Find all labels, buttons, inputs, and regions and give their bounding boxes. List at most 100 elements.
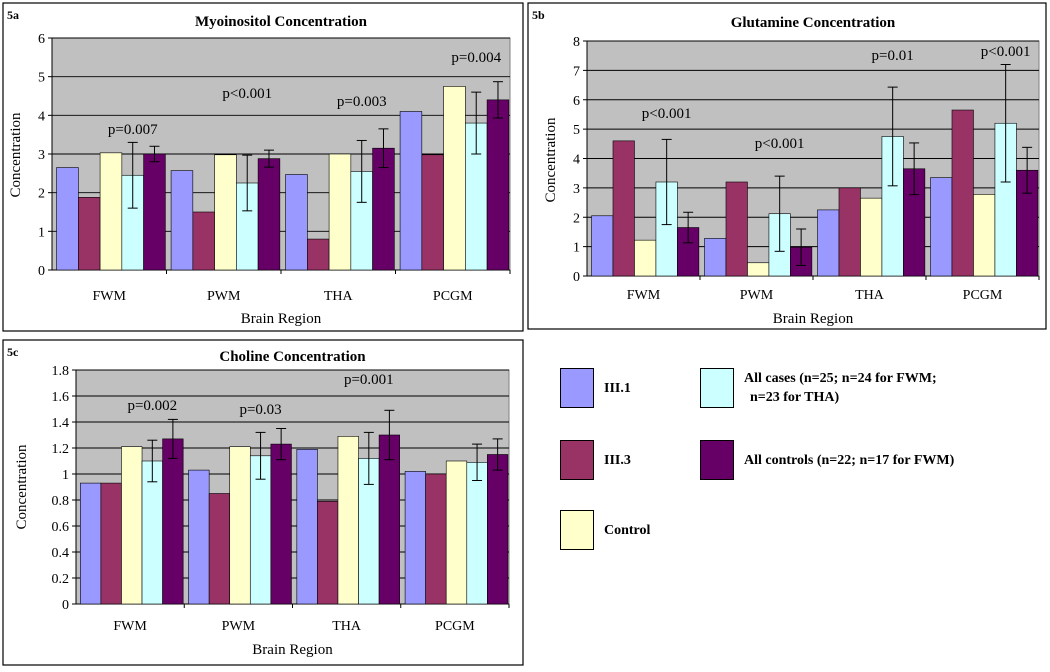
y-tick-label: 5 [38,71,45,86]
y-tick-label: 1 [62,468,69,483]
legend-label-all-cases: All cases (n=25; n=24 for FWM; n=23 for … [744,371,937,405]
chart-title: Myoinositol Concentration [195,14,368,30]
x-tick-label: FWM [113,619,147,634]
x-axis-label: Brain Region [252,642,333,658]
y-tick-label: 0 [38,264,45,279]
legend: III.1 All cases (n=25; n=24 for FWM; n=2… [560,360,1030,580]
legend-item-iii1: III.1 [560,368,631,408]
y-tick-label: 1 [573,241,580,256]
bar-iii-3 [208,493,231,605]
p-value-label: p<0.001 [642,106,692,122]
bar-iii-1 [591,215,614,277]
p-value-label: p=0.007 [108,122,158,138]
bar-control [445,460,468,605]
y-tick-label: 0.8 [52,494,70,509]
bar-iii-1 [704,238,727,277]
y-tick-label: 0.4 [52,546,70,561]
y-tick-label: 2 [573,211,580,226]
y-tick-label: 0.6 [52,520,70,535]
bar-iii-3 [838,187,861,277]
p-value-label: p<0.001 [981,44,1031,60]
bar-iii-3 [307,238,330,271]
legend-swatch-all-cases [700,368,734,408]
bar-control [973,194,996,277]
bar-all-controls [257,158,281,271]
bar-control [229,446,251,605]
bar-iii-3 [612,140,635,277]
x-tick-label: PWM [207,289,241,304]
bar-iii-1 [296,448,318,605]
legend-item-control: Control [560,510,650,550]
x-tick-label: THA [855,288,885,303]
y-tick-label: 8 [573,35,580,50]
legend-label-control: Control [604,522,651,538]
x-tick-label: FWM [93,289,127,304]
y-tick-label: 1.2 [52,442,70,457]
y-tick-label: 4 [38,109,45,124]
bar-iii-1 [170,170,194,271]
bar-all-cases [466,461,488,605]
bar-all-controls [378,434,400,605]
chart-title: Glutamine Concentration [731,15,896,31]
bar-control [860,197,883,277]
bar-iii-3 [317,500,339,605]
bar-iii-3 [421,154,444,271]
legend-label-all-controls: All controls (n=22; n=17 for FWM) [744,452,955,468]
legend-label-iii1: III.1 [604,380,631,396]
bar-all-cases [141,460,163,605]
bar-control [328,153,352,271]
y-tick-label: 3 [573,182,580,197]
y-tick-label: 0 [62,598,69,613]
y-tick-label: 1.6 [52,390,70,405]
y-axis-label: Concentration [8,112,24,197]
bar-all-controls [486,99,510,271]
y-tick-label: 2 [38,187,45,202]
legend-item-all-cases: All cases (n=25; n=24 for FWM; n=23 for … [700,368,937,408]
x-axis-label: Brain Region [773,311,854,327]
legend-swatch-control [560,510,594,550]
y-tick-label: 1.4 [52,416,70,431]
bar-iii-3 [425,473,447,605]
p-value-label: p=0.01 [872,48,914,64]
p-value-label: p<0.001 [222,86,272,102]
bar-control [214,154,237,271]
x-tick-label: THA [332,619,362,634]
y-tick-label: 1.8 [52,364,70,379]
y-tick-label: 0 [573,270,580,285]
legend-item-all-controls: All controls (n=22; n=17 for FWM) [700,440,954,480]
legend-label-iii3: III.3 [604,452,631,468]
chart-5b: 5b Glutamine Concentration 0 1 2 3 4 5 6 7 8 FWM p<0… [527,2,1047,330]
y-tick-label: 5 [573,123,580,138]
p-value-label: p=0.004 [451,50,501,66]
legend-swatch-iii3 [560,440,594,480]
y-tick-label: 6 [573,94,580,109]
bar-iii-3 [78,197,101,271]
p-value-label: p=0.001 [344,372,394,388]
bar-iii-1 [930,177,953,277]
bar-control [634,239,657,277]
y-axis-label: Concentration [14,444,30,529]
y-tick-label: 3 [38,148,45,163]
chart-title: Choline Concentration [219,349,366,365]
bar-all-controls [270,443,292,605]
bar-control [337,435,359,605]
bar-control [121,446,143,605]
bar-iii-1 [404,471,426,605]
y-tick-label: 4 [573,153,580,168]
bar-control [747,262,770,277]
legend-swatch-all-controls [700,440,734,480]
bar-iii-1 [399,111,423,271]
y-tick-label: 0.2 [52,572,70,587]
x-tick-label: THA [324,289,354,304]
x-tick-label: PWM [222,619,256,634]
bar-iii-1 [56,167,79,271]
bar-iii-1 [188,469,210,605]
bar-all-controls [487,454,509,605]
bar-iii-3 [192,211,215,271]
y-axis-label: Concentration [543,117,559,202]
bar-all-controls [143,153,166,271]
x-tick-label: PWM [740,288,774,303]
bar-control [99,152,123,271]
bar-control [443,86,466,271]
